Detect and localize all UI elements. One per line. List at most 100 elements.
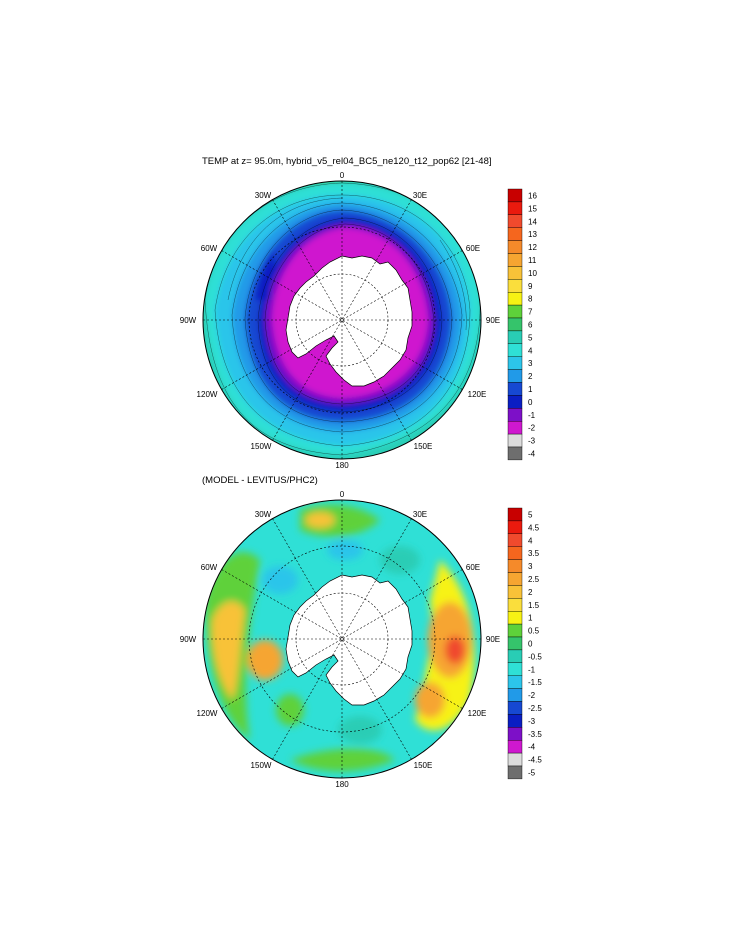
colorbar-label: 2 [528, 588, 533, 597]
lon-label-90E: 90E [486, 316, 500, 325]
colorbar-swatch [507, 408, 523, 422]
colorbar-label: -2 [528, 424, 536, 433]
colorbar-label: -1 [528, 411, 536, 420]
lon-label-60E: 60E [466, 244, 480, 253]
colorbar-swatch [507, 740, 523, 754]
colorbar-swatch [507, 598, 523, 612]
colorbar-label: -1 [528, 665, 536, 674]
map-title: TEMP at z= 95.0m, hybrid_v5_rel04_BC5_ne… [202, 156, 492, 167]
temperature-map-panel: TEMP at z= 95.0m, hybrid_v5_rel04_BC5_ne… [180, 156, 538, 470]
colorbar-label: -3 [528, 717, 536, 726]
colorbar-swatch [507, 446, 523, 461]
colorbar-swatch [507, 520, 523, 535]
colorbar-label: 16 [528, 191, 537, 200]
polar-map [203, 500, 481, 778]
lon-label-60W: 60W [201, 244, 218, 253]
lon-label-30W: 30W [255, 510, 272, 519]
colorbar-swatch [507, 688, 523, 702]
antarctica-landmass [285, 255, 413, 387]
colorbar-swatch [507, 662, 523, 676]
colorbar-label: -2 [528, 691, 536, 700]
colorbar-label: 3 [528, 359, 533, 368]
lon-label-90W: 90W [180, 316, 197, 325]
lon-label-90E: 90E [486, 635, 500, 644]
colorbar-swatch [507, 188, 523, 203]
colorbar-label: 10 [528, 269, 537, 278]
colorbar-label: 3 [528, 562, 533, 571]
colorbar-label: -3 [528, 437, 536, 446]
lon-label-150W: 150W [251, 761, 272, 770]
antarctica-landmass [285, 574, 413, 706]
colorbar-swatch [507, 382, 523, 396]
lon-label-150W: 150W [251, 442, 272, 451]
lon-label-180: 180 [335, 780, 349, 789]
difference-map-figure: 0 30E 60E 90E 120E 150E 180 150W 120W 90… [180, 490, 543, 789]
colorbar-swatch [507, 240, 523, 254]
colorbar-label: -5 [528, 768, 536, 777]
polar-map [203, 181, 481, 459]
difference-map-panel: (MODEL - LEVITUS/PHC2) [0, 470, 733, 800]
colorbar-label: -4 [528, 449, 536, 458]
lon-label-150E: 150E [414, 442, 433, 451]
colorbar-swatch [507, 201, 523, 215]
lon-label-60W: 60W [201, 563, 218, 572]
colorbar-swatch [507, 752, 523, 767]
colorbar-swatch [507, 507, 523, 522]
temperature-map-figure: 0 30E 60E 90E 120E 150E 180 150W 120W 90… [180, 171, 538, 470]
colorbar-swatch [507, 317, 523, 332]
lon-label-180: 180 [335, 461, 349, 470]
colorbar-swatch [507, 266, 523, 280]
colorbar-label: 1 [528, 385, 533, 394]
colorbar-swatch [507, 714, 523, 728]
colorbar-label: -4.5 [528, 756, 542, 765]
anomaly-field [205, 504, 475, 772]
colorbar-label: 1 [528, 614, 533, 623]
colorbar-label: 15 [528, 204, 537, 213]
colorbar-label: 0 [528, 398, 533, 407]
lon-label-60E: 60E [466, 563, 480, 572]
colorbar-label: -0.5 [528, 652, 542, 661]
lon-label-0: 0 [340, 490, 345, 499]
colorbar-swatch [507, 546, 523, 560]
colorbar-swatch [507, 227, 523, 241]
map-boundary [202, 180, 482, 460]
colorbar-swatch [507, 292, 523, 306]
colorbar-label: 8 [528, 295, 533, 304]
colorbar-swatch [507, 623, 523, 638]
colorbar-swatch [507, 649, 523, 664]
colorbar-swatch [507, 421, 523, 435]
colorbar-label: -4 [528, 743, 536, 752]
colorbar-label: -3.5 [528, 730, 542, 739]
colorbar-swatch [507, 304, 523, 319]
colorbar-swatch [507, 675, 523, 689]
colorbar-label: 5 [528, 333, 533, 342]
longitude-labels: 0 30E 60E 90E 120E 150E 180 150W 120W 90… [180, 490, 500, 789]
colorbar-swatch [507, 279, 523, 293]
lon-label-0: 0 [340, 171, 345, 180]
lon-label-120W: 120W [197, 390, 218, 399]
longitude-labels: 0 30E 60E 90E 120E 150E 180 150W 120W 90… [180, 171, 500, 470]
lon-label-120E: 120E [468, 709, 487, 718]
colorbar-label: 12 [528, 243, 537, 252]
colorbar-label: 1.5 [528, 601, 540, 610]
colorbar: 5 4.5 4 3.5 3 2.5 2 1.5 1 0.5 0 -0.5 -1 -1.5 -2 -2.5 -3 -… [507, 507, 542, 780]
colorbar-swatch [507, 585, 523, 599]
colorbar-label: -1.5 [528, 678, 542, 687]
colorbar-label: 7 [528, 308, 533, 317]
lon-label-120W: 120W [197, 709, 218, 718]
colorbar-swatch [507, 369, 523, 383]
lon-label-90W: 90W [180, 635, 197, 644]
colorbar-swatch [507, 343, 523, 357]
colorbar-label: 4.5 [528, 523, 540, 532]
colorbar-swatch [507, 636, 523, 651]
colorbar-label: 6 [528, 320, 533, 329]
colorbar-label: 2 [528, 372, 533, 381]
map-boundary [202, 499, 482, 779]
colorbar-swatch [507, 356, 523, 370]
lon-label-30W: 30W [255, 191, 272, 200]
colorbar-label: 4 [528, 346, 533, 355]
colorbar-swatch [507, 533, 523, 547]
colorbar-label: 3.5 [528, 549, 540, 558]
lon-label-30E: 30E [413, 191, 427, 200]
